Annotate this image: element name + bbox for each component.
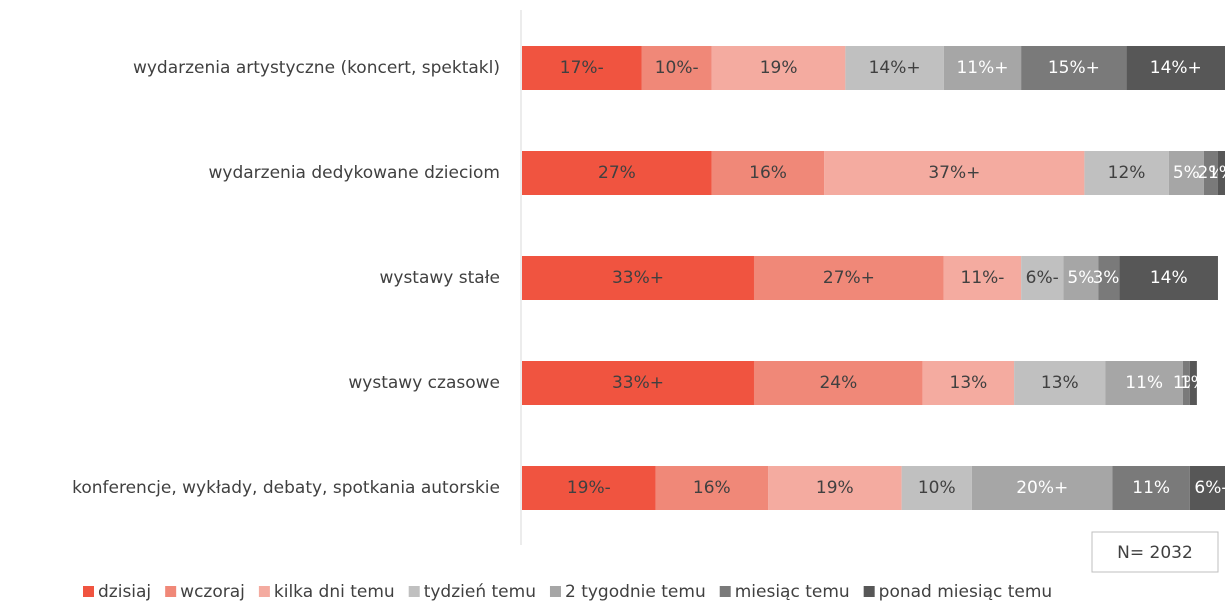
bar-segment (753, 256, 944, 300)
value-label: 12% (1108, 163, 1146, 183)
value-label: 11% (1132, 478, 1170, 498)
bar-segment (753, 361, 923, 405)
bar-segment (641, 46, 712, 90)
bar-segment (971, 466, 1113, 510)
legend-swatch (258, 586, 270, 597)
value-label: 19% (760, 58, 798, 78)
bar-segment (1126, 46, 1225, 90)
value-label: 17%- (560, 58, 604, 78)
value-label: 33%+ (612, 268, 664, 288)
bar-segment (1168, 151, 1204, 195)
bar-segment (922, 361, 1015, 405)
value-label: 11%+ (956, 58, 1008, 78)
legend-label: kilka dni temu (274, 582, 395, 602)
value-label: 10% (918, 478, 956, 498)
bar-segment (1189, 466, 1225, 510)
value-label: 11%- (961, 268, 1005, 288)
bar-segment (768, 466, 902, 510)
bar-segment (1021, 256, 1064, 300)
bar-segment (522, 46, 642, 90)
y-tick-label: wydarzenia dedykowane dzieciom (209, 163, 501, 183)
bar-segment (1189, 361, 1197, 405)
value-label: 5% (1067, 268, 1094, 288)
bar-segment (522, 466, 656, 510)
value-label: 6%- (1026, 268, 1059, 288)
value-label: 19%- (567, 478, 611, 498)
y-tick-label: wydarzenia artystyczne (koncert, spektak… (133, 58, 500, 78)
value-label: 10%- (655, 58, 699, 78)
bar-segment (1182, 361, 1190, 405)
legend-swatch (863, 586, 875, 597)
value-label: 5% (1173, 163, 1200, 183)
bar-segment (1014, 361, 1106, 405)
bar-segment (1105, 361, 1183, 405)
legend-swatch (719, 586, 731, 597)
bar-segment (1119, 256, 1218, 300)
legend-swatch (408, 586, 420, 597)
annotation: N= 2032 (1117, 543, 1193, 563)
legend-label: wczoraj (180, 582, 245, 602)
value-label: 11% (1125, 373, 1163, 393)
value-label: 20%+ (1016, 478, 1068, 498)
bar-segment (824, 151, 1085, 195)
legend-label: dzisiaj (98, 582, 151, 602)
bar-segment (711, 151, 825, 195)
annotation-box (1091, 531, 1219, 573)
value-label: 14%+ (869, 58, 921, 78)
value-label: 16% (749, 163, 787, 183)
bar-segment (1112, 466, 1190, 510)
value-label: 37%+ (928, 163, 980, 183)
bar-segment (1217, 151, 1225, 195)
bar-segment (1098, 256, 1120, 300)
bar-segment (1063, 256, 1099, 300)
legend-label: tydzień temu (424, 582, 536, 602)
legend-swatch (165, 586, 177, 597)
legend-swatch (549, 586, 561, 597)
value-label: 15%+ (1048, 58, 1100, 78)
bar-segment (1021, 46, 1127, 90)
value-label: 16% (693, 478, 731, 498)
bar-segment (655, 466, 769, 510)
bar-segment (522, 361, 754, 405)
value-label: 27%+ (823, 268, 875, 288)
legend-label: 2 tygodnie temu (565, 582, 706, 602)
bar-segment (943, 46, 1022, 90)
bar-segment (522, 151, 712, 195)
value-label: 14%+ (1150, 58, 1202, 78)
y-tick-label: wystawy stałe (379, 268, 500, 288)
y-tick-label: konferencje, wykłady, debaty, spotkania … (72, 478, 500, 498)
value-label: 6%- (1194, 478, 1225, 498)
legend-label: miesiąc temu (735, 582, 850, 602)
value-label: 13% (950, 373, 988, 393)
value-label: 2% (1197, 163, 1224, 183)
bar-segment (1084, 151, 1169, 195)
legend-label: ponad miesiąc temu (879, 582, 1053, 602)
value-label: 33%+ (612, 373, 664, 393)
bar-segment (943, 256, 1022, 300)
value-label: 19% (816, 478, 854, 498)
value-label: 27% (598, 163, 636, 183)
bar-segment (845, 46, 944, 90)
bar-segment (901, 466, 972, 510)
y-tick-label: wystawy czasowe (348, 373, 500, 393)
bar-segment (1203, 151, 1218, 195)
value-label: 14% (1150, 268, 1188, 288)
value-label: 3%- (1092, 268, 1125, 288)
value-label: 13% (1041, 373, 1079, 393)
value-label: 1% (1180, 373, 1207, 393)
legend-swatch (83, 586, 94, 597)
bar-segment (522, 256, 754, 300)
bar-segment (711, 46, 846, 90)
value-label: 24% (819, 373, 857, 393)
value-label: 1% (1208, 163, 1225, 183)
